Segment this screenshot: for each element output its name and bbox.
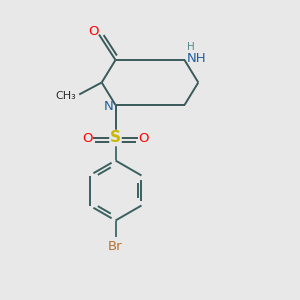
- Text: NH: NH: [187, 52, 206, 65]
- Text: N: N: [103, 100, 113, 113]
- Text: Br: Br: [108, 240, 123, 253]
- Text: O: O: [138, 131, 149, 145]
- Text: O: O: [82, 131, 93, 145]
- Text: H: H: [187, 43, 195, 52]
- Text: O: O: [88, 25, 99, 38]
- Text: S: S: [110, 130, 121, 146]
- Text: CH₃: CH₃: [56, 91, 76, 101]
